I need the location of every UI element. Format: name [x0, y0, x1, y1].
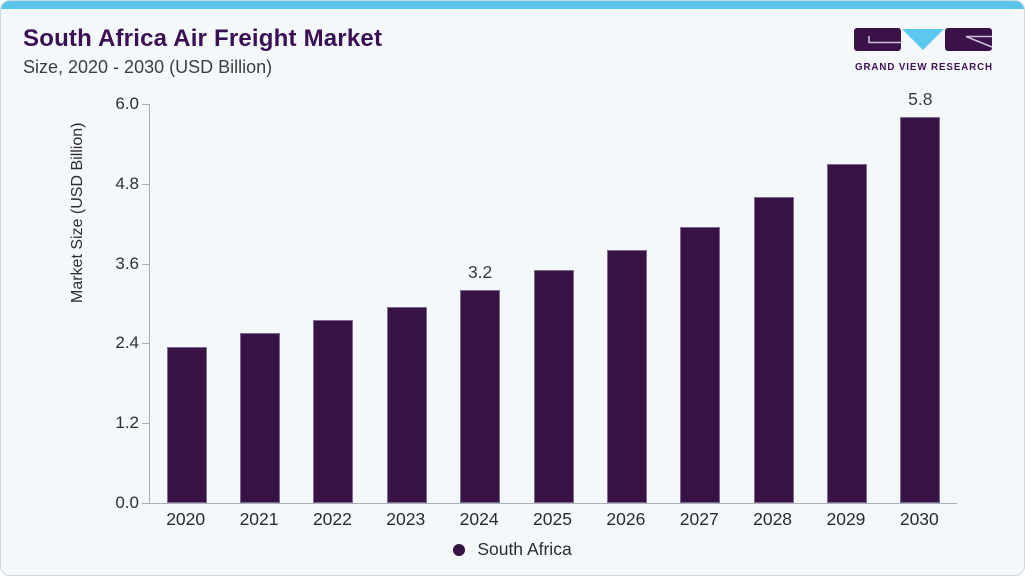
chart-legend: South Africa	[1, 539, 1024, 560]
y-tick-mark-1.2	[142, 423, 149, 425]
x-tick-label-2024: 2024	[459, 509, 499, 529]
chart-header: South Africa Air Freight Market Size, 20…	[23, 25, 382, 78]
y-tick-label-0.0: 0.0	[115, 493, 139, 512]
logo-r-glyph	[965, 35, 993, 48]
page-subtitle: Size, 2020 - 2030 (USD Billion)	[23, 57, 273, 77]
legend-label-south-africa: South Africa	[477, 539, 572, 559]
x-tick-label-2030: 2030	[899, 509, 939, 529]
logo-v-triangle	[902, 29, 944, 50]
y-tick-label-6.0: 6.0	[115, 94, 139, 113]
bar-2025	[533, 270, 574, 503]
bar-2027	[680, 227, 721, 503]
logo-text: GRAND VIEW RESEARCH	[855, 61, 993, 73]
x-tick-label-2029: 2029	[826, 509, 866, 529]
x-tick-label-2023: 2023	[386, 509, 426, 529]
logo-g-block	[854, 28, 901, 51]
top-accent-bar	[1, 1, 1024, 9]
bar-2028	[753, 197, 794, 503]
y-tick-label-1.2: 1.2	[115, 413, 139, 433]
y-tick-mark-0.0	[142, 503, 149, 504]
x-tick-label-2025: 2025	[533, 509, 572, 529]
bar-value-label-2024: 3.2	[467, 262, 493, 283]
bar-2023	[386, 306, 427, 503]
y-tick-label-2.4: 2.4	[115, 333, 139, 353]
y-tick-label-4.8: 4.8	[115, 173, 139, 193]
page-title: South Africa Air Freight Market	[23, 25, 383, 52]
y-tick-mark-3.6	[142, 263, 149, 265]
bar-2026	[606, 250, 647, 503]
logo-r-block	[945, 28, 992, 51]
x-tick-label-2026: 2026	[606, 509, 646, 529]
y-tick-mark-2.4	[142, 343, 149, 345]
legend-marker-south-africa	[453, 543, 466, 556]
x-tick-label-2021: 2021	[239, 509, 279, 529]
bar-2030	[900, 117, 941, 503]
y-tick-mark-4.8	[142, 183, 149, 185]
bar-2022	[313, 320, 354, 503]
bar-value-label-2030: 5.8	[908, 89, 933, 110]
bar-2021	[240, 333, 281, 503]
bar-2024	[460, 290, 501, 503]
bar-2020	[166, 346, 207, 503]
x-tick-label-2027: 2027	[679, 509, 719, 529]
x-tick-label-2022: 2022	[312, 509, 352, 529]
plot-area: 3.2 5.8	[149, 89, 957, 504]
y-tick-label-3.6: 3.6	[115, 253, 139, 273]
logo-g-glyph	[868, 36, 901, 44]
x-tick-label-2028: 2028	[753, 509, 793, 529]
bar-2029	[826, 163, 867, 503]
y-tick-mark-6.0	[142, 104, 149, 105]
x-tick-label-2020: 2020	[166, 509, 206, 529]
gvr-logo: GRAND VIEW RESEARCH	[854, 28, 993, 73]
